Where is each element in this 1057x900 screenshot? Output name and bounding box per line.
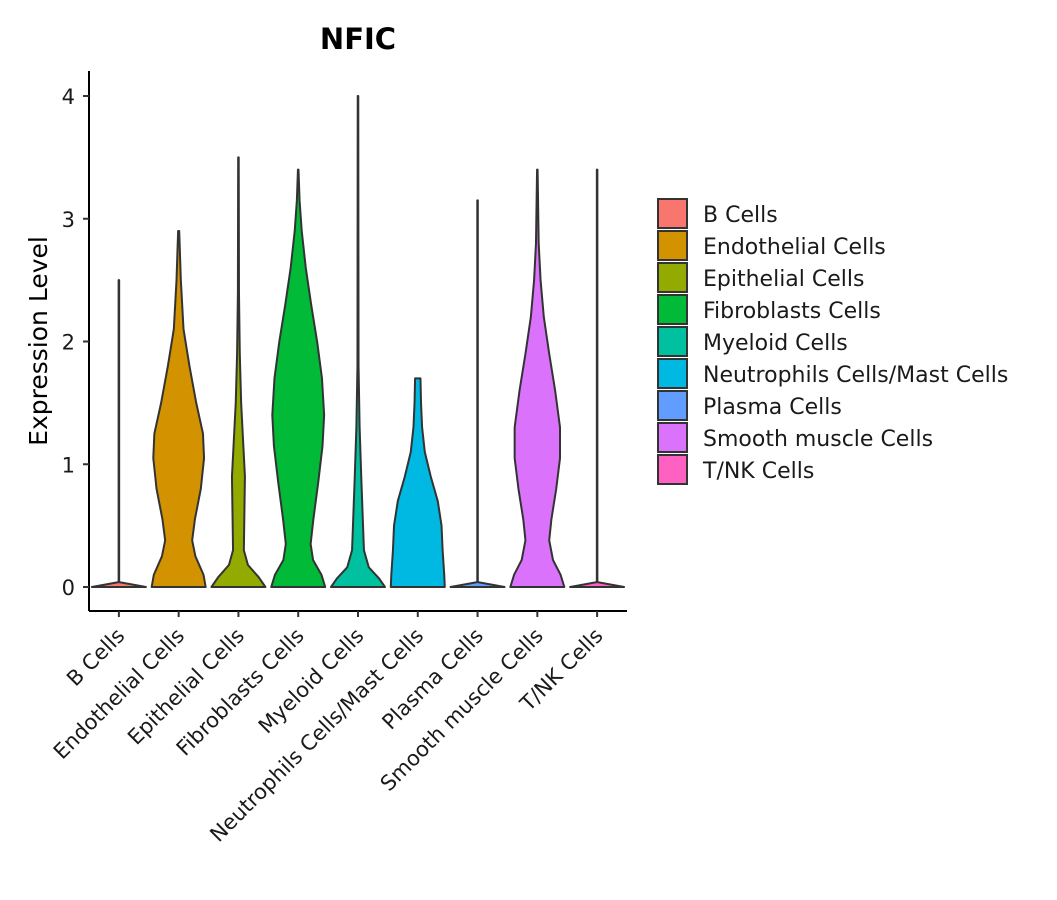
legend-label: T/NK Cells bbox=[702, 459, 814, 484]
violin-t-nk-cells bbox=[569, 168, 626, 588]
legend-label: Endothelial Cells bbox=[703, 235, 886, 260]
legend-label: Epithelial Cells bbox=[703, 267, 864, 292]
legend-key bbox=[657, 198, 688, 229]
legend-key bbox=[657, 422, 688, 453]
violin-plasma-cells bbox=[449, 199, 506, 588]
legend-label: Smooth muscle Cells bbox=[703, 427, 933, 452]
violin-smooth-muscle-cells bbox=[509, 168, 566, 588]
y-tick-label: 1 bbox=[62, 453, 75, 477]
legend-key bbox=[657, 358, 688, 389]
violin-neutrophils-cells-mast-cells bbox=[389, 377, 446, 588]
legend-key bbox=[657, 230, 688, 261]
x-tick-label: Myeloid Cells bbox=[254, 624, 369, 739]
legend-key bbox=[657, 262, 688, 293]
violin-fibroblasts-cells bbox=[270, 168, 327, 588]
legend-label: Plasma Cells bbox=[703, 395, 842, 420]
legend-key bbox=[657, 294, 688, 325]
legend-key bbox=[657, 390, 688, 421]
y-tick-label: 2 bbox=[62, 331, 75, 355]
y-tick-label: 4 bbox=[62, 85, 75, 109]
violin-layer bbox=[90, 95, 626, 588]
y-axis-title: Expression Level bbox=[24, 236, 53, 446]
legend-label: B Cells bbox=[703, 203, 778, 228]
chart-title: NFIC bbox=[320, 22, 396, 56]
legend-label: Myeloid Cells bbox=[703, 331, 848, 356]
legend-label: Neutrophils Cells/Mast Cells bbox=[703, 363, 1008, 388]
legend-label: Fibroblasts Cells bbox=[703, 299, 881, 324]
legend: B Cells Endothelial Cells Epithelial Cells… bbox=[657, 198, 1008, 485]
y-tick-label: 3 bbox=[62, 208, 75, 232]
violin-epithelial-cells bbox=[210, 156, 267, 588]
violin-myeloid-cells bbox=[330, 95, 386, 588]
y-tick-label: 0 bbox=[62, 576, 75, 600]
legend-key bbox=[657, 454, 688, 485]
violin-b-cells bbox=[90, 279, 147, 588]
legend-key bbox=[657, 326, 688, 357]
violin-endothelial-cells bbox=[150, 230, 207, 588]
